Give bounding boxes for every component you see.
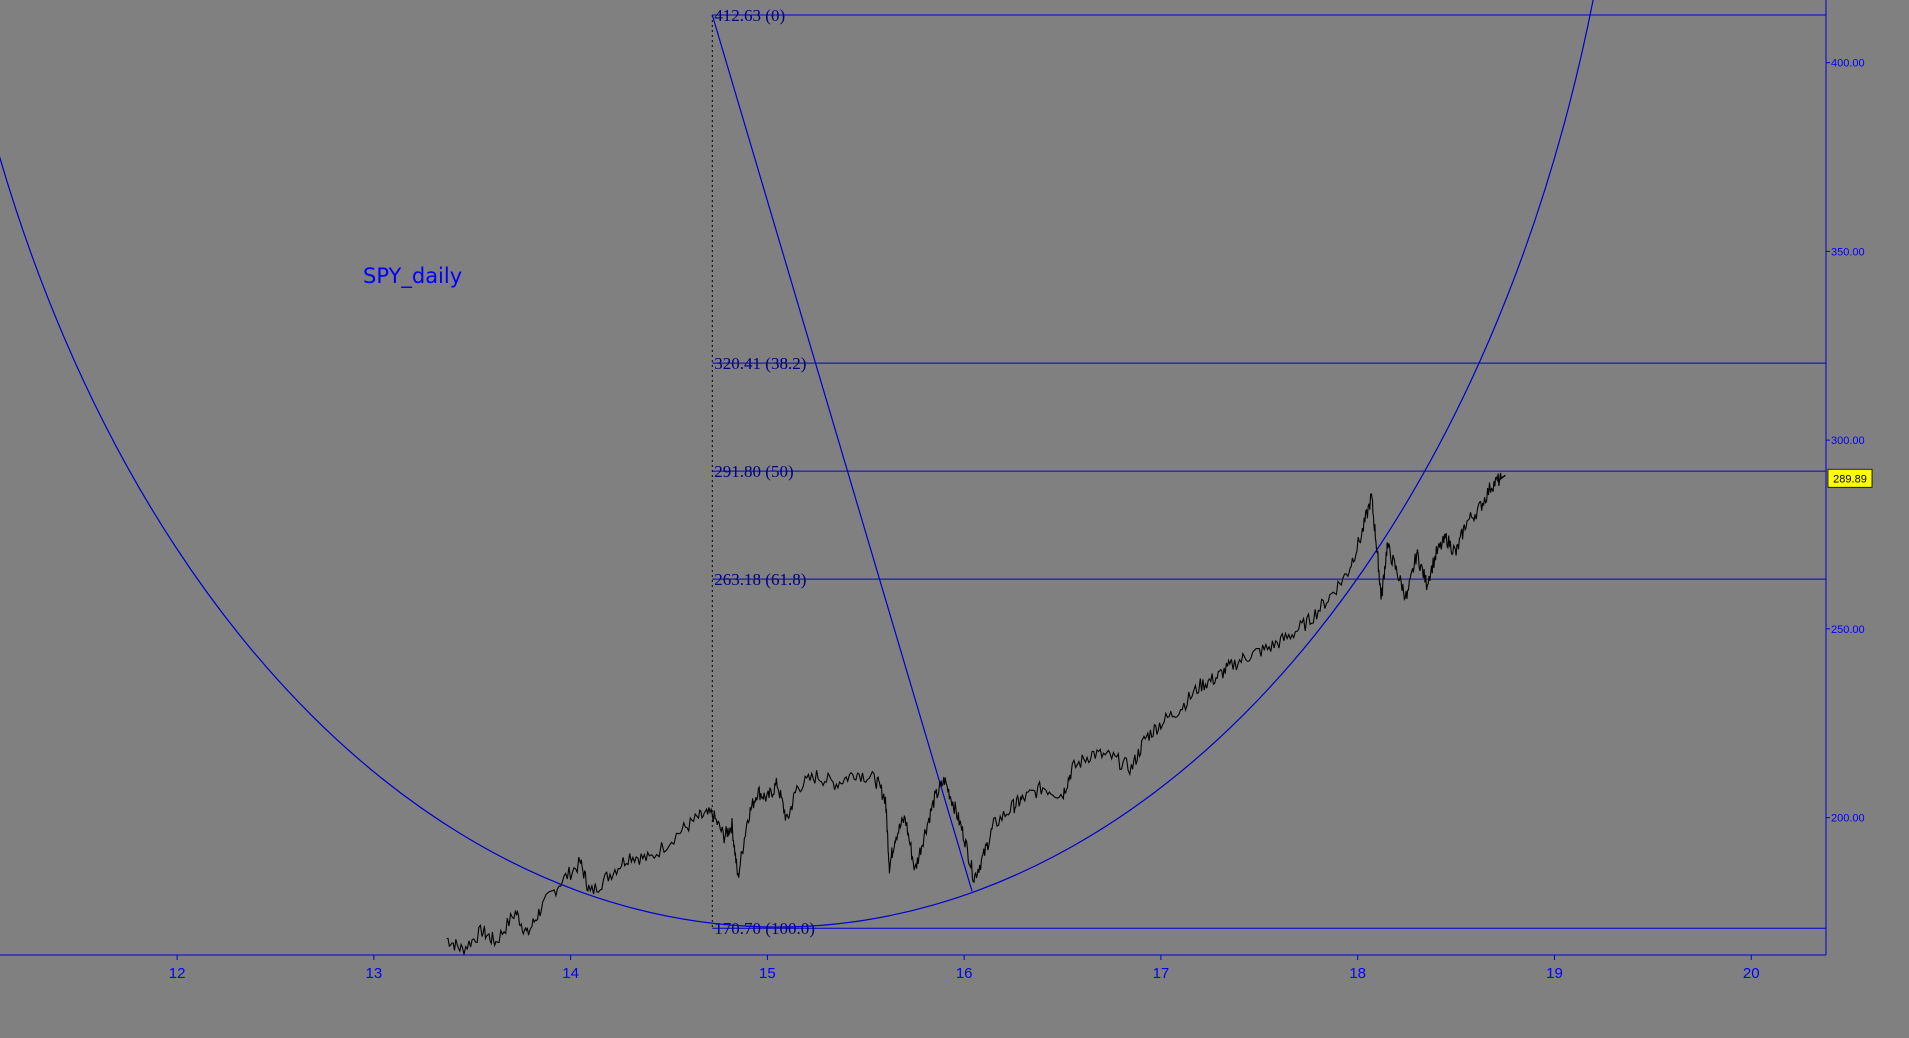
trend-line (711, 14, 973, 892)
last-price-marker (1496, 474, 1506, 482)
y-tick-label: 350.00 (1831, 246, 1865, 258)
last-price-tag (1827, 468, 1873, 488)
fib-level-label: 170.70 (100.0) (714, 919, 815, 938)
y-tick-label: 200.00 (1831, 813, 1865, 825)
x-tick-label: 14 (562, 965, 579, 982)
price-line (446, 472, 1502, 955)
x-tick-label: 15 (759, 965, 776, 982)
fib-level-label: 412.63 (0) (714, 6, 785, 25)
fib-retracement-levels: 412.63 (0) 320.41 (38.2) 291.80 (50) 263.18… (711, 6, 1826, 938)
chart-overlays (0, 0, 1594, 928)
fib-level-label: 263.18 (61.8) (714, 570, 806, 589)
chart-title: SPY_daily (363, 264, 462, 289)
last-price-label: 289.89 (1833, 473, 1867, 485)
x-tick-label: 16 (956, 965, 973, 982)
fib-level-label: 291.80 (50) (714, 462, 793, 481)
x-tick-label: 19 (1546, 965, 1563, 982)
price-series (446, 472, 1506, 955)
x-tick-label: 12 (169, 965, 186, 982)
fib-level-label: 320.41 (38.2) (714, 354, 806, 373)
chart-axes: 200.00 250.00 300.00 350.00 400.00 12 13 14 15 16… (0, 0, 1873, 982)
x-tick-label: 20 (1743, 965, 1760, 982)
y-tick-label: 300.00 (1831, 435, 1865, 447)
x-tick-label: 13 (366, 965, 383, 982)
cycle-arc (0, 0, 1594, 928)
x-tick-label: 17 (1153, 965, 1170, 982)
x-tick-label: 18 (1349, 965, 1366, 982)
y-tick-label: 250.00 (1831, 624, 1865, 636)
y-tick-label: 400.00 (1831, 58, 1865, 70)
